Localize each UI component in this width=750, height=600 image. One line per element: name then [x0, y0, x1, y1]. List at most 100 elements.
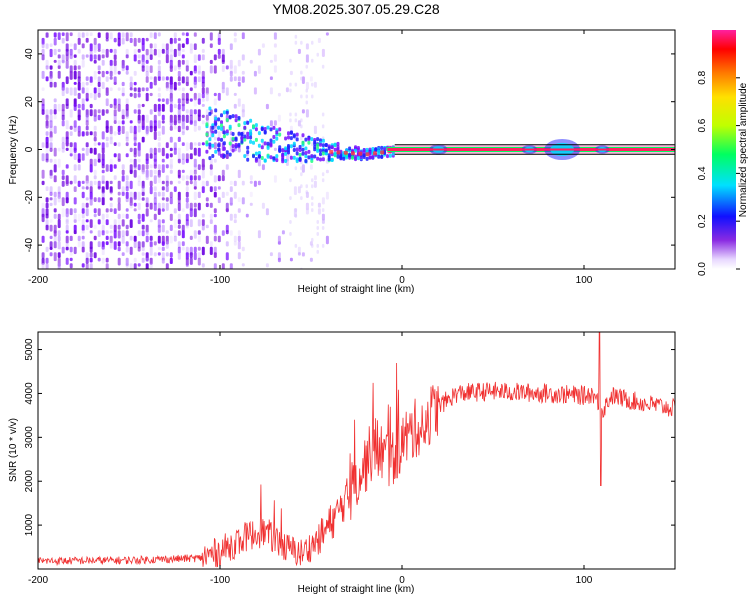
spectrogram-cell	[321, 124, 325, 129]
spectrogram-cell	[145, 230, 149, 236]
spectrogram-cell	[165, 202, 169, 211]
spectrogram-cell	[295, 132, 299, 137]
spectrogram-cell	[205, 149, 209, 154]
spectrogram-cell	[125, 180, 129, 189]
spectrogram-cell	[121, 219, 125, 227]
spectrogram-cell	[391, 151, 395, 156]
spectrogram-cell	[193, 70, 197, 74]
spectrogram-cell	[362, 153, 366, 157]
spectrogram-cell	[97, 241, 101, 248]
spectrogram-cell	[243, 137, 247, 142]
spectrogram-cell	[297, 246, 301, 254]
spectrogram-cell	[316, 249, 319, 254]
spectrogram-cell	[221, 65, 225, 73]
spectrogram-cell	[69, 125, 73, 130]
spectrogram-cell	[324, 143, 328, 147]
spectrogram-cell	[185, 158, 189, 164]
spectrogram-cell	[209, 43, 213, 48]
spectrogram-cell	[109, 32, 113, 40]
spectrogram-cell	[321, 219, 325, 224]
spectrogram-cell	[174, 268, 177, 269]
spectrogram-cell	[137, 37, 141, 43]
spectrogram-cell	[157, 32, 161, 37]
spectrogram-cell	[294, 40, 298, 45]
spectrogram-cell	[311, 202, 314, 207]
spectrogram-cell	[141, 103, 145, 108]
spectrogram-cell	[93, 54, 97, 60]
spectrogram-cell	[307, 149, 311, 154]
spectrogram-cell	[149, 241, 153, 248]
spectrogram-cell	[193, 32, 197, 37]
spectrogram-cell	[69, 235, 73, 242]
spectrogram-cell	[300, 166, 303, 171]
spectrogram-cell	[300, 40, 303, 45]
spectrogram-cell	[61, 142, 65, 150]
spectrogram-cell	[53, 197, 57, 206]
spectrogram-cell	[85, 180, 89, 187]
spectrogram-cell	[49, 131, 53, 139]
spectrogram-cell	[213, 191, 217, 198]
spectrogram-cell	[129, 37, 133, 43]
spectrogram-cell	[165, 263, 169, 269]
spectrogram-cell	[77, 32, 81, 38]
spectrogram-cell	[253, 70, 257, 77]
spectrogram-cell	[197, 114, 201, 122]
spectrogram-cell	[61, 114, 65, 121]
spectrogram-cell	[316, 52, 319, 57]
spectrogram-cell	[125, 114, 129, 119]
spectrogram-cell	[311, 237, 314, 242]
spectrogram-cell	[269, 252, 273, 257]
spectrogram-cell	[233, 65, 237, 74]
spectrogram-cell	[356, 147, 360, 152]
spectrogram-cell	[284, 151, 288, 156]
spectrogram-cell	[354, 145, 357, 150]
spectrogram-cell	[371, 147, 375, 151]
spectrogram-cell	[153, 147, 157, 155]
spectrogram-cell	[205, 180, 209, 187]
spectrogram-cell	[181, 114, 185, 122]
spectrogram-cell	[121, 235, 125, 244]
spectrogram-cell	[294, 214, 298, 218]
spectrogram-cell	[129, 158, 133, 163]
spectrogram-cell	[289, 220, 292, 224]
spectrogram-cell	[53, 252, 57, 262]
spectrogram-cell	[317, 37, 321, 44]
spectrogram-cell	[141, 241, 145, 248]
spectrogram-cell	[208, 111, 212, 116]
x-tick-label: 0	[399, 275, 405, 286]
spectrogram-cell	[298, 152, 302, 157]
spectrogram-cell	[177, 65, 181, 70]
spectrogram-cell	[149, 76, 153, 80]
spectrogram-cell	[319, 142, 322, 147]
spectrogram-cell	[41, 252, 45, 259]
spectrogram-cell	[289, 118, 292, 123]
spectrogram-cell	[53, 158, 57, 166]
spectrogram-cell	[273, 65, 277, 73]
spectrogram-cell	[49, 252, 53, 257]
spectrogram-cell	[185, 109, 189, 114]
spectrogram-cell	[169, 87, 173, 94]
spectrogram-cell	[125, 142, 129, 147]
spectrogram-cell	[307, 155, 311, 160]
spectrogram-cell	[53, 213, 57, 219]
spectrogram-cell	[201, 76, 205, 84]
spectrogram-cell	[304, 151, 308, 155]
spectrogram-cell	[141, 43, 145, 52]
spectrogram-cell	[41, 263, 45, 269]
spectrogram-cell	[65, 180, 69, 187]
spectrogram-cell	[165, 180, 169, 187]
spectrogram-cell	[157, 136, 161, 142]
spectrogram-cell	[261, 202, 265, 209]
spectrogram-cell	[125, 48, 129, 56]
spectrogram-cell	[220, 153, 223, 158]
spectrogram-cell	[205, 122, 209, 127]
spectrogram-cell	[145, 257, 149, 263]
y-tick-label: 3000	[24, 426, 35, 449]
colorbar-tick-label: 0.8	[697, 70, 708, 84]
spectrogram-cell	[225, 118, 229, 122]
spectrogram-cell	[311, 142, 314, 147]
spectrogram-cell	[137, 241, 141, 249]
spectrogram-cell	[225, 164, 229, 170]
spectrogram-cell	[101, 164, 105, 169]
spectrogram-cell	[105, 32, 109, 39]
